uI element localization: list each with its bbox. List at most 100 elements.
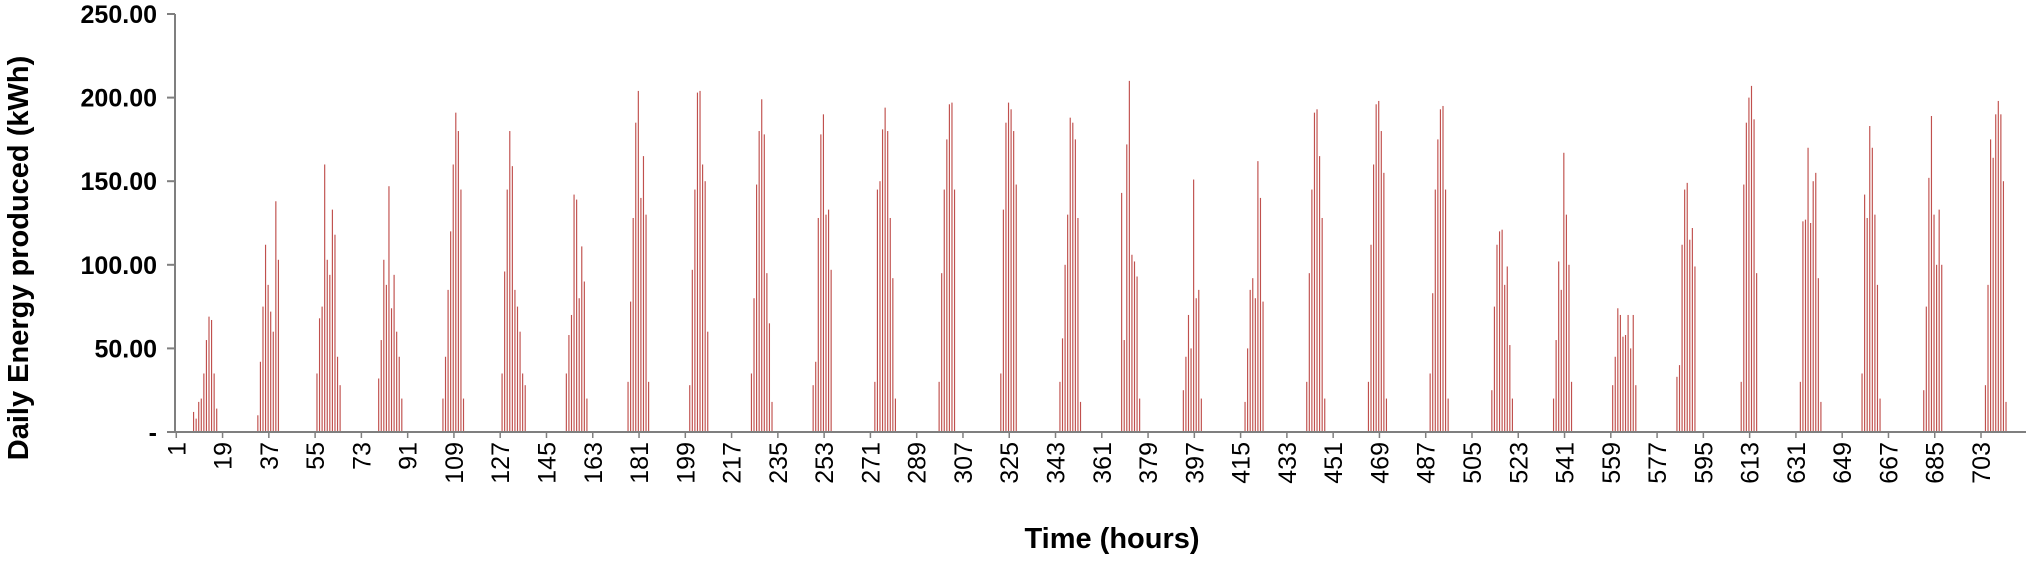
energy-bar [1074,139,1076,432]
energy-bar [519,331,521,432]
energy-bar [1131,254,1133,432]
energy-bar [1807,147,1809,432]
energy-bar [756,184,758,432]
energy-bar [1990,139,1992,432]
energy-bar [1558,261,1560,432]
energy-bar [1442,105,1444,433]
energy-bar [401,398,403,432]
energy-bar [1743,184,1745,432]
energy-bar [946,139,948,432]
x-tick-label: 91 [395,442,423,470]
energy-bar [1879,398,1881,432]
x-tick-label: 559 [1598,442,1626,484]
energy-bar [316,373,318,432]
energy-bar [1694,266,1696,432]
energy-bar [1061,338,1064,432]
energy-bar [1313,112,1316,432]
x-tick-label: 487 [1413,442,1441,484]
energy-bar [272,331,274,432]
energy-bar [1555,340,1557,432]
x-tick-label: 1 [163,442,191,456]
energy-bar [1509,345,1511,432]
energy-bar [1079,401,1082,432]
energy-bar [1753,119,1755,432]
x-tick-label: 577 [1644,442,1672,484]
energy-bar [1005,122,1007,433]
x-tick-label: 235 [765,442,793,484]
energy-bar [1380,131,1382,433]
energy-bar [1128,80,1130,432]
energy-bar [1498,231,1501,432]
y-axis-title: Daily Energy produced (kWh) [3,56,35,460]
y-tick-label: 250.00 [81,1,157,29]
energy-bar [827,209,830,432]
energy-bar [699,90,701,433]
x-tick-label: 613 [1737,442,1765,484]
energy-bar [1504,284,1506,432]
energy-bar [812,385,814,432]
energy-bar [455,112,457,432]
energy-bar [318,318,321,432]
y-tick-label: - [149,419,157,447]
energy-bar [198,401,200,432]
energy-bar [1185,356,1187,432]
energy-bar [704,181,706,432]
x-tick-label: 289 [904,442,932,484]
energy-bar [460,189,462,432]
energy-bar [1439,109,1442,432]
energy-bar [1511,398,1513,432]
energy-bar [192,411,195,432]
energy-bar [1447,398,1449,432]
energy-bar [511,166,513,433]
energy-bar [874,381,876,432]
energy-bar [892,278,894,432]
energy-bar [881,129,884,433]
energy-bar [583,281,585,432]
energy-bar [210,319,213,432]
energy-bar [1123,340,1125,432]
energy-bar [1121,192,1123,432]
energy-bar [753,298,755,432]
energy-bar [941,273,943,432]
energy-bar [1069,117,1071,432]
energy-bar [691,269,693,432]
energy-bar [1817,278,1819,432]
x-tick-label: 127 [487,442,515,484]
energy-bar [326,259,328,432]
energy-bar [380,340,382,432]
energy-bar [1324,398,1326,432]
energy-bar [262,306,264,432]
energy-bar [1306,381,1308,432]
energy-bar [506,189,508,432]
energy-bar [203,373,205,432]
energy-bar [1311,189,1313,432]
x-tick-label: 541 [1552,442,1580,484]
energy-bar [522,373,524,432]
energy-bar [1254,298,1256,432]
energy-bar [1259,197,1262,432]
energy-bar [331,209,333,432]
x-tick-label: 271 [857,442,885,484]
energy-bar [1432,293,1434,432]
energy-bar [383,259,385,432]
energy-bar [1249,289,1251,432]
energy-bar [1552,398,1555,432]
energy-bar [1933,214,1935,432]
energy-bar [452,164,454,433]
energy-bar [1434,189,1436,432]
energy-bar [1373,164,1375,433]
energy-bar [570,314,573,432]
energy-bar [694,189,696,432]
energy-bar [396,331,398,432]
energy-bar [1067,214,1069,432]
energy-bar [1740,381,1742,432]
energy-bar [696,92,699,433]
energy-bar [339,385,341,432]
energy-bar [1925,306,1927,432]
energy-bar [1627,314,1629,432]
energy-bar [1802,221,1804,432]
energy-bar [1367,381,1370,432]
energy-bar [1928,177,1930,432]
energy-bar [267,284,269,432]
